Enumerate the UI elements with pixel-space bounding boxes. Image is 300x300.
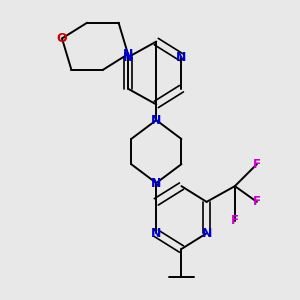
Text: N: N [123, 51, 133, 64]
Text: N: N [201, 227, 212, 240]
Text: F: F [253, 195, 261, 208]
Text: N: N [151, 227, 161, 240]
Text: O: O [57, 32, 67, 45]
Text: F: F [253, 158, 261, 171]
Text: N: N [123, 48, 133, 61]
Text: N: N [151, 176, 161, 190]
Text: F: F [231, 214, 239, 227]
Text: N: N [151, 114, 161, 127]
Text: N: N [176, 51, 187, 64]
